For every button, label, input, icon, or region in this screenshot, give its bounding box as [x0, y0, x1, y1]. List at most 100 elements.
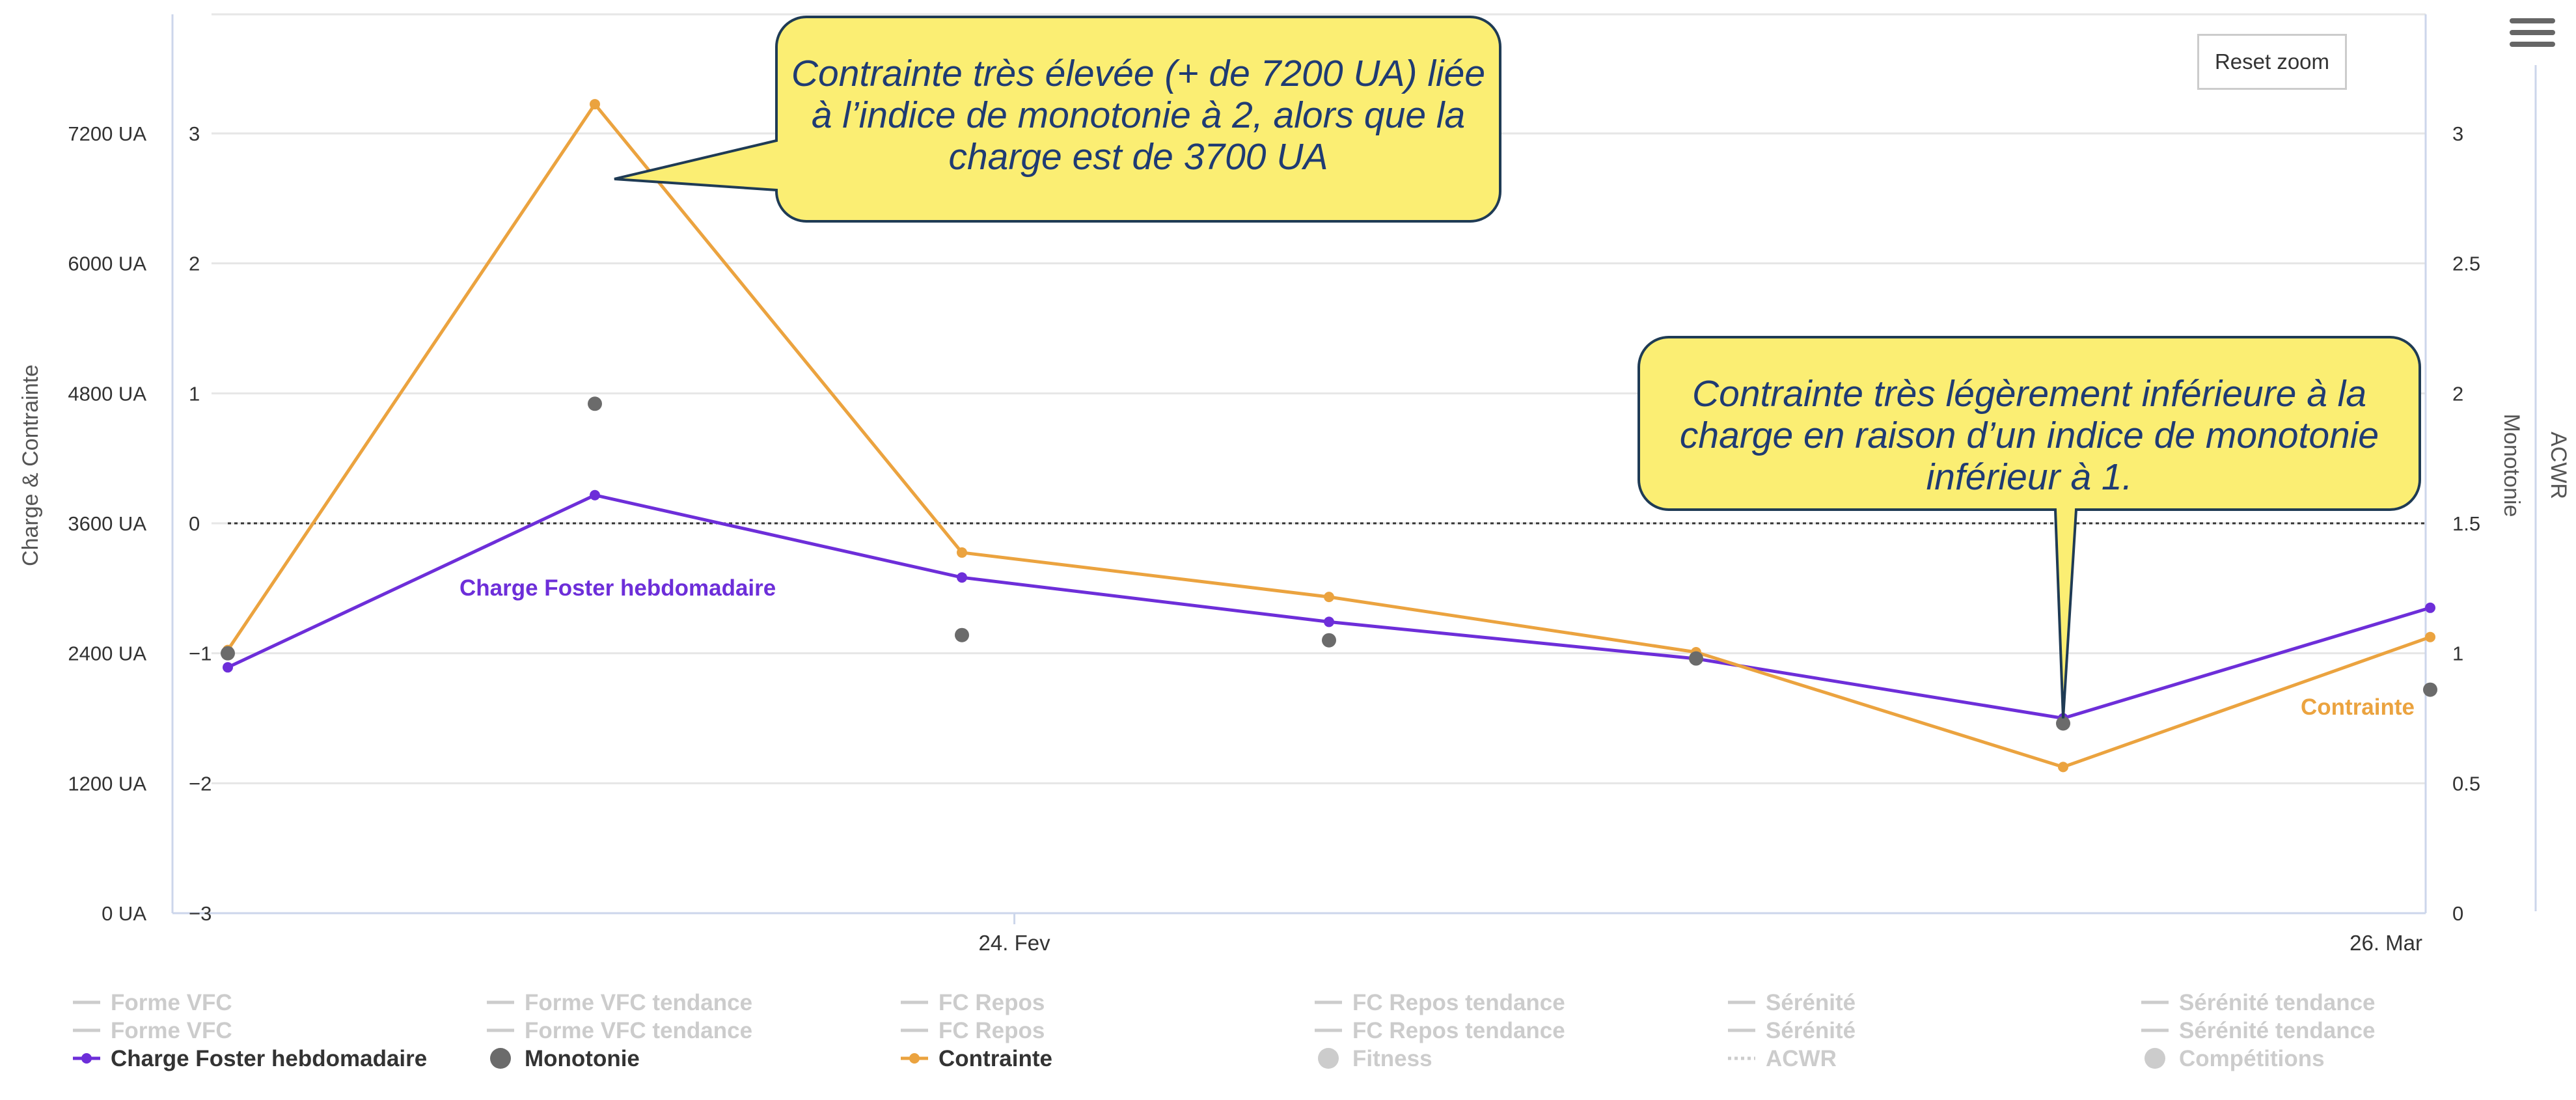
series-labels: Charge Foster hebdomadaire Contrainte	[459, 575, 2415, 720]
callout-2: Contrainte très légèrement inférieure à …	[1637, 336, 2421, 719]
axes: Charge & Contrainte Monotonie ACWR	[18, 364, 2571, 566]
left-inner-tick-label: 3	[189, 122, 200, 145]
x-tick-label: 26. Mar	[2350, 931, 2422, 955]
left-tick-label: 7200 UA	[68, 122, 146, 145]
legend-dot-icon	[81, 1053, 92, 1064]
legend-label: FC Repos tendance	[1352, 990, 1565, 1015]
legend-label: Fitness	[1352, 1046, 1432, 1071]
legend-label: Forme VFC tendance	[525, 990, 752, 1015]
monotonie-point	[2423, 682, 2437, 697]
right-axis-title-monotonie: Monotonie	[2499, 414, 2524, 517]
left-inner-tick-label: 1	[189, 382, 200, 405]
legend-item: Sérénité	[1728, 1018, 1856, 1043]
series-point-1	[590, 99, 600, 110]
reset-zoom-button[interactable]: Reset zoom	[2197, 34, 2347, 90]
legend-item: FC Repos	[901, 990, 1045, 1015]
monotonie-point	[588, 396, 602, 411]
legend-dot-icon	[1318, 1048, 1339, 1069]
callout-text-line: Contrainte très élevée (+ de 7200 UA) li…	[791, 53, 1485, 94]
legend-item: Contrainte	[901, 1046, 1052, 1071]
left-tick-label: 4800 UA	[68, 382, 146, 405]
right-tick-label: 2	[2452, 382, 2463, 405]
legend-item: Forme VFC	[73, 990, 232, 1015]
left-tick-label: 6000 UA	[68, 253, 146, 275]
callout-text-line: à l’indice de monotonie à 2, alors que l…	[812, 94, 1466, 136]
series-point-0	[1324, 616, 1334, 627]
right-tick-label: 1.5	[2452, 512, 2480, 535]
series-point-0	[590, 489, 600, 501]
legend: Forme VFC Forme VFC tendance FC Repos FC Re…	[73, 990, 2376, 1071]
right-tick-label: 0	[2452, 902, 2463, 925]
legend-item: Compétitions	[2144, 1046, 2325, 1071]
series-point-0	[957, 572, 967, 583]
annotations: Contrainte très élevée (+ de 7200 UA) li…	[614, 16, 2421, 719]
series-point-1	[2058, 762, 2068, 773]
legend-label: Contrainte	[939, 1046, 1052, 1071]
legend-item: Charge Foster hebdomadaire	[73, 1046, 427, 1071]
left-tick-label: 0 UA	[102, 902, 146, 925]
monotonie-point	[2056, 716, 2070, 731]
callout-bubble	[614, 16, 1501, 223]
menu-bar-bottom	[2510, 42, 2555, 47]
legend-label: Sérénité tendance	[2179, 1018, 2376, 1043]
monotonie-point	[1689, 651, 1703, 666]
legend-label: Sérénité tendance	[2179, 990, 2376, 1015]
callout-text-line: inférieur à 1.	[1926, 456, 2133, 498]
left-inner-tick-label: −3	[189, 902, 212, 925]
right-tick-label: 2.5	[2452, 253, 2480, 275]
series-point-1	[957, 547, 967, 558]
series-label-contrainte: Contrainte	[2301, 694, 2415, 720]
series-point-0	[2425, 602, 2435, 613]
legend-item: Forme VFC tendance	[487, 990, 752, 1015]
tick-labels: 0 UA 1200 UA 2400 UA 3600 UA 4800 UA 6000 UA 7…	[68, 122, 2480, 955]
left-tick-label: 2400 UA	[68, 642, 146, 665]
callout-bubble	[1637, 336, 2421, 719]
series-point-1	[1324, 592, 1334, 603]
series-point-1	[2425, 631, 2435, 642]
legend-item: Sérénité tendance	[2141, 1018, 2376, 1043]
legend-item: FC Repos tendance	[1315, 990, 1565, 1015]
callout-text-line: charge est de 3700 UA	[948, 136, 1328, 178]
legend-item: Forme VFC	[73, 1018, 232, 1043]
legend-label: Compétitions	[2179, 1046, 2325, 1071]
callout-text-line: Contrainte très légèrement inférieure à …	[1692, 373, 2366, 415]
legend-item: Sérénité tendance	[2141, 990, 2376, 1015]
legend-label: Sérénité	[1766, 990, 1856, 1015]
series-label-charge: Charge Foster hebdomadaire	[459, 575, 776, 601]
legend-dot-icon	[2144, 1048, 2165, 1069]
right-axis-title-acwr: ACWR	[2546, 432, 2571, 499]
menu-bar-top	[2510, 18, 2555, 23]
left-inner-tick-label: −2	[189, 772, 212, 795]
legend-label: FC Repos tendance	[1352, 1018, 1565, 1043]
right-tick-label: 0.5	[2452, 772, 2480, 795]
menu-bar-middle	[2510, 30, 2555, 35]
left-axis-title: Charge & Contrainte	[18, 364, 43, 566]
monotonie-point	[221, 646, 235, 661]
legend-label: FC Repos	[939, 1018, 1045, 1043]
left-inner-tick-label: 0	[189, 512, 200, 535]
legend-item: Forme VFC tendance	[487, 1018, 752, 1043]
legend-label: FC Repos	[939, 990, 1045, 1015]
legend-label: Forme VFC tendance	[525, 1018, 752, 1043]
series-line-0	[226, 493, 2431, 720]
hamburger-menu-icon[interactable]	[2510, 13, 2555, 59]
legend-item: Sérénité	[1728, 990, 1856, 1015]
monotonie-point	[955, 627, 969, 642]
legend-item: Monotonie	[490, 1046, 640, 1071]
legend-item: Fitness	[1318, 1046, 1432, 1071]
left-tick-label: 1200 UA	[68, 772, 146, 795]
legend-label: Forme VFC	[111, 1018, 232, 1043]
right-tick-label: 3	[2452, 122, 2463, 145]
legend-dot-icon	[490, 1048, 511, 1069]
legend-dot-icon	[909, 1053, 920, 1064]
callout-1: Contrainte très élevée (+ de 7200 UA) li…	[614, 16, 1501, 223]
left-tick-label: 3600 UA	[68, 512, 146, 535]
legend-label: Forme VFC	[111, 990, 232, 1015]
legend-item: FC Repos	[901, 1018, 1045, 1043]
legend-item: ACWR	[1728, 1046, 1837, 1071]
monotonie-point	[1322, 633, 1336, 648]
series-point-0	[223, 662, 233, 673]
left-inner-tick-label: 2	[189, 253, 200, 275]
legend-label: Monotonie	[525, 1046, 640, 1071]
